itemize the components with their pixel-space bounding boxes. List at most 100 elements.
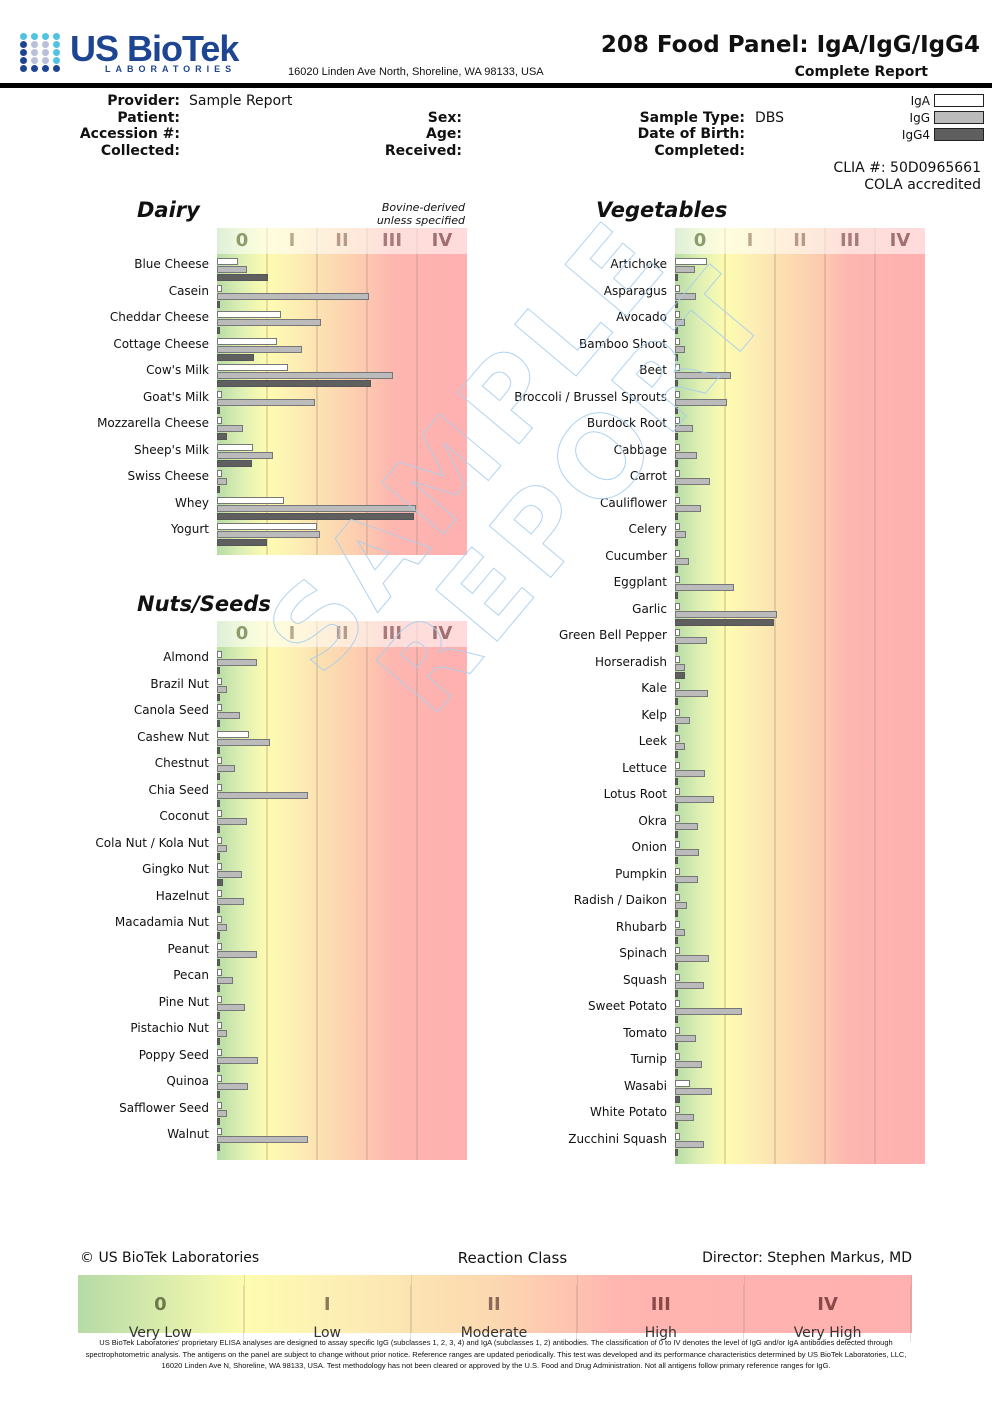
class-header-label: II bbox=[335, 230, 349, 251]
igg-bar bbox=[675, 663, 685, 671]
collected-label: Collected: bbox=[100, 143, 180, 159]
igg4-bar bbox=[217, 353, 254, 361]
igg4-bar bbox=[217, 274, 268, 281]
iga-bar bbox=[675, 470, 680, 477]
provider-label: Provider: bbox=[107, 93, 180, 109]
igg4-bar bbox=[675, 539, 678, 546]
food-label: Hazelnut bbox=[155, 888, 209, 903]
igg-bar bbox=[217, 871, 242, 878]
class-header-label: I bbox=[288, 623, 296, 644]
igg-bar bbox=[675, 769, 705, 777]
reaction-class-very-high: IV Very High bbox=[745, 1275, 912, 1342]
iga-bar bbox=[675, 629, 680, 636]
igg-bar bbox=[675, 398, 727, 406]
iga-bar bbox=[217, 443, 253, 451]
igg4-swatch bbox=[934, 128, 984, 141]
igg-bar bbox=[675, 504, 701, 512]
iga-bar bbox=[675, 761, 680, 769]
igg4-bar bbox=[217, 486, 220, 493]
iga-bar bbox=[675, 814, 680, 822]
iga-bar bbox=[217, 995, 222, 1003]
class-divider bbox=[266, 621, 268, 1160]
food-label: Poppy Seed bbox=[138, 1047, 209, 1062]
igg-bar bbox=[675, 690, 708, 697]
igg-bar bbox=[217, 1083, 248, 1090]
class-divider bbox=[874, 228, 876, 1164]
food-label: Kale bbox=[641, 681, 667, 695]
food-label: White Potato bbox=[590, 1105, 667, 1119]
food-label: Macadamia Nut bbox=[114, 915, 209, 929]
food-label: Yogurt bbox=[171, 522, 209, 536]
igg4-bar bbox=[675, 1122, 678, 1129]
iga-bar bbox=[675, 1079, 690, 1087]
class-numeral: I bbox=[245, 1285, 411, 1314]
class-header-label: I bbox=[288, 230, 296, 251]
logo-dot bbox=[42, 33, 49, 40]
food-label: Almond bbox=[163, 650, 209, 664]
food-label: Celery bbox=[628, 522, 667, 536]
igg4-bar bbox=[675, 1095, 680, 1103]
iga-bar bbox=[675, 867, 680, 875]
igg4-bar bbox=[217, 1091, 220, 1098]
director: Director: Stephen Markus, MD bbox=[702, 1250, 912, 1266]
igg4-bar bbox=[217, 826, 220, 833]
igg-bar bbox=[217, 844, 227, 852]
igg4-bar bbox=[217, 720, 220, 727]
igg-swatch bbox=[934, 111, 984, 124]
igg4-bar bbox=[675, 751, 678, 758]
class-numeral: IV bbox=[745, 1285, 911, 1314]
iga-bar bbox=[675, 337, 680, 345]
igg4-bar bbox=[675, 1148, 678, 1156]
legend-item-igg: IgG bbox=[864, 109, 984, 126]
iga-bar bbox=[675, 682, 680, 689]
food-label: Spinach bbox=[619, 946, 667, 960]
cola-accreditation: COLA accredited bbox=[864, 177, 981, 193]
food-label: Canola Seed bbox=[133, 703, 209, 717]
igg4-bar bbox=[217, 773, 220, 780]
igg-bar bbox=[217, 266, 247, 273]
igg-bar bbox=[675, 610, 777, 618]
food-label: Onion bbox=[631, 840, 667, 854]
igg4-bar bbox=[675, 459, 678, 467]
igg4-bar bbox=[217, 985, 220, 992]
logo-dot bbox=[53, 41, 60, 48]
food-label: Cauliflower bbox=[599, 495, 667, 510]
iga-bar bbox=[217, 810, 222, 817]
igg-bar bbox=[217, 398, 315, 406]
food-label: Bamboo Shoot bbox=[578, 336, 667, 351]
igg-bar bbox=[217, 712, 240, 719]
igg-bar bbox=[217, 1056, 258, 1064]
class-divider bbox=[774, 228, 776, 1164]
class-divider bbox=[416, 621, 418, 1160]
food-label: Cashew Nut bbox=[137, 729, 209, 744]
igg-bar bbox=[217, 372, 393, 379]
iga-bar bbox=[675, 1026, 680, 1034]
class-header-label: IV bbox=[889, 230, 911, 251]
class-divider bbox=[316, 228, 318, 555]
food-label: Cow's Milk bbox=[146, 363, 209, 377]
food-label: Burdock Root bbox=[586, 416, 667, 430]
food-label: Sheep's Milk bbox=[134, 442, 209, 457]
iga-bar bbox=[217, 1022, 222, 1029]
food-label: Brazil Nut bbox=[150, 676, 209, 691]
iga-bar bbox=[217, 258, 238, 265]
igg-bar bbox=[675, 875, 698, 883]
iga-bar bbox=[675, 523, 680, 530]
food-label: Pumpkin bbox=[615, 866, 667, 881]
nuts-seeds-title: Nuts/Seeds bbox=[137, 592, 271, 616]
igg4-bar bbox=[675, 1069, 678, 1076]
class-divider bbox=[724, 228, 726, 1164]
igg-bar bbox=[217, 685, 227, 693]
logo: US BioTek bbox=[70, 28, 239, 69]
food-label: Cottage Cheese bbox=[113, 336, 209, 351]
food-label: Cola Nut / Kola Nut bbox=[95, 835, 209, 850]
logo-dots-icon bbox=[20, 33, 65, 73]
iga-bar bbox=[675, 496, 680, 504]
lab-address: 16020 Linden Ave North, Shoreline, WA 98… bbox=[288, 66, 544, 78]
igg-bar bbox=[675, 345, 685, 353]
igg-bar bbox=[217, 531, 320, 538]
food-label: Squash bbox=[622, 972, 667, 987]
class-header-label: III bbox=[381, 230, 403, 251]
igg4-bar bbox=[217, 539, 267, 546]
igg-bar bbox=[675, 1087, 712, 1095]
